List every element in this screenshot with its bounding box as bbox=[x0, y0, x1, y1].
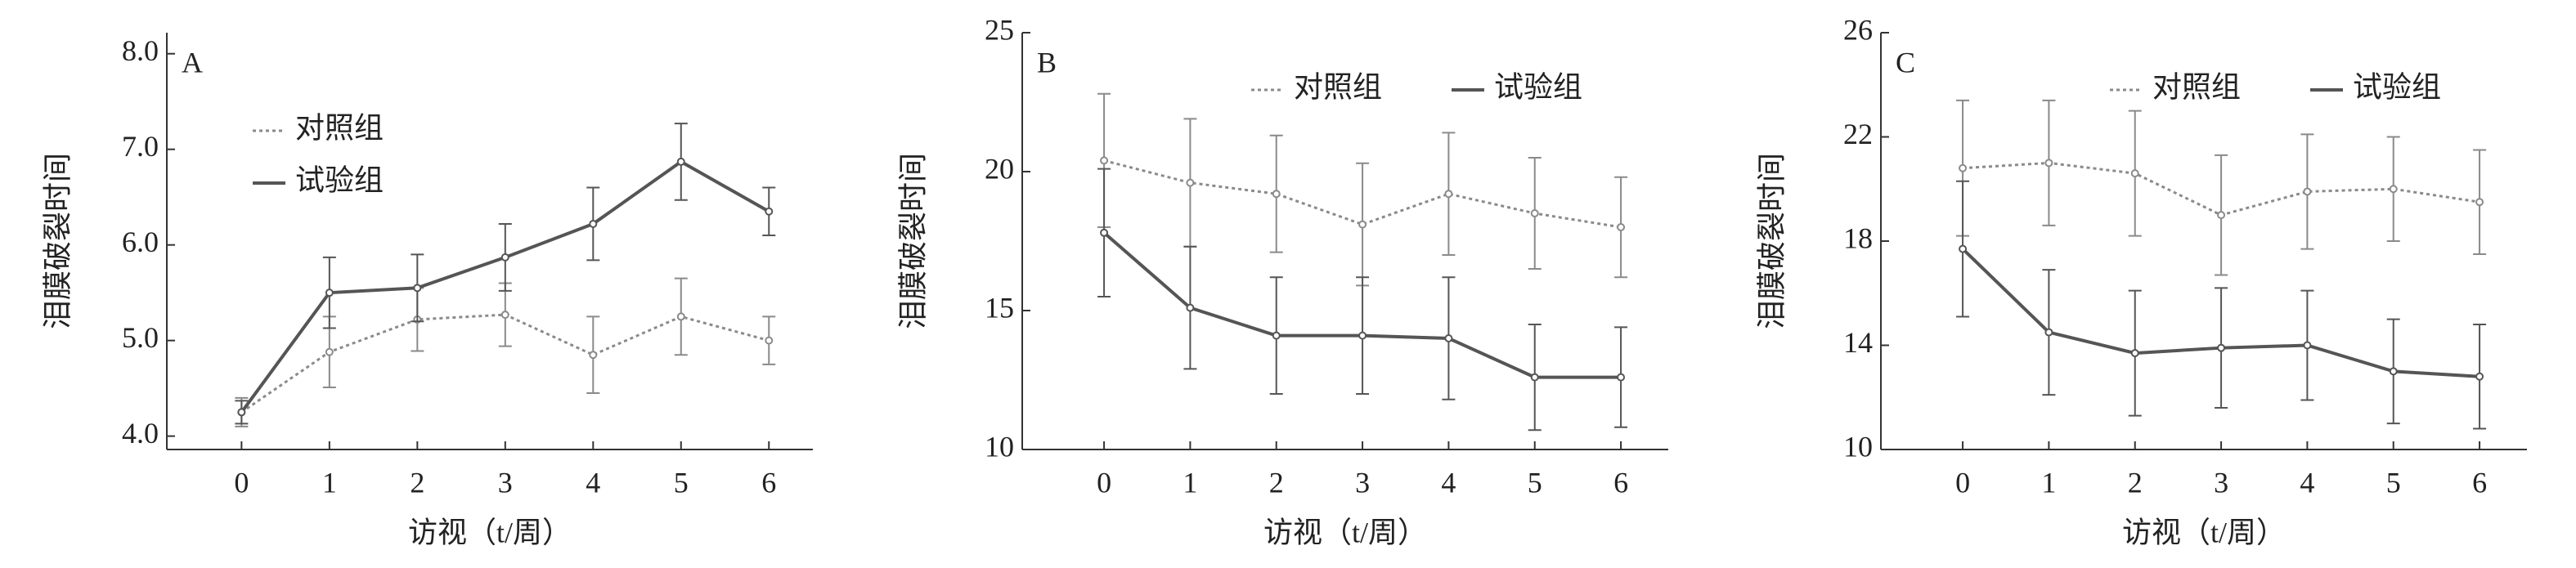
y-tick-label: 10 bbox=[1843, 430, 1873, 463]
panel-label: B bbox=[1037, 46, 1057, 78]
x-tick-label: 3 bbox=[2214, 466, 2228, 499]
point bbox=[2044, 159, 2053, 168]
y-axis-label: 泪膜破裂时间 bbox=[896, 153, 929, 329]
point bbox=[1272, 190, 1281, 199]
point bbox=[765, 207, 774, 216]
point bbox=[1186, 178, 1195, 187]
point bbox=[2130, 169, 2139, 178]
x-tick-label: 2 bbox=[2128, 466, 2143, 499]
point bbox=[2044, 328, 2053, 337]
x-tick-label: 4 bbox=[1441, 466, 1456, 499]
point bbox=[676, 312, 685, 321]
point bbox=[1444, 190, 1453, 199]
x-tick-label: 2 bbox=[1269, 466, 1284, 499]
y-tick-label: 5.0 bbox=[122, 321, 159, 354]
point bbox=[1272, 331, 1281, 340]
x-tick-label: 0 bbox=[1955, 466, 1970, 499]
point bbox=[2217, 211, 2226, 220]
y-tick-label: 7.0 bbox=[122, 130, 159, 163]
x-tick-label: 5 bbox=[2386, 466, 2401, 499]
x-tick-label: 6 bbox=[761, 466, 776, 499]
point bbox=[1186, 303, 1195, 312]
point bbox=[1530, 209, 1539, 217]
point bbox=[1358, 331, 1367, 340]
point bbox=[1959, 163, 1968, 172]
y-tick-label: 15 bbox=[985, 291, 1014, 324]
point bbox=[2389, 185, 2398, 194]
y-tick-label: 26 bbox=[1843, 13, 1873, 46]
x-tick-label: 3 bbox=[498, 466, 513, 499]
point bbox=[765, 336, 774, 345]
point bbox=[1959, 244, 1968, 253]
point bbox=[2217, 343, 2226, 352]
point bbox=[237, 408, 246, 417]
x-axis-label: 访视（t/周） bbox=[408, 516, 572, 548]
panel-label: C bbox=[1896, 46, 1915, 78]
legend-label: 对照组 bbox=[295, 111, 384, 144]
point bbox=[676, 157, 685, 166]
x-tick-label: 4 bbox=[586, 466, 600, 499]
x-axis-label: 访视（t/周） bbox=[1263, 516, 1427, 548]
y-axis-label: 泪膜破裂时间 bbox=[1755, 153, 1788, 329]
x-tick-label: 1 bbox=[1183, 466, 1197, 499]
x-axis-label: 访视（t/周） bbox=[2122, 516, 2286, 548]
x-tick-label: 3 bbox=[1355, 466, 1370, 499]
legend-label: 试验组 bbox=[295, 163, 384, 196]
y-tick-label: 18 bbox=[1843, 221, 1873, 254]
point bbox=[2130, 349, 2139, 358]
y-tick-label: 14 bbox=[1843, 326, 1873, 359]
point bbox=[1358, 220, 1367, 229]
point bbox=[2475, 198, 2484, 207]
x-tick-label: 2 bbox=[410, 466, 424, 499]
point bbox=[325, 347, 334, 356]
y-axis-label: 泪膜破裂时间 bbox=[41, 153, 74, 329]
point bbox=[413, 284, 422, 293]
point bbox=[589, 219, 598, 228]
point bbox=[1617, 223, 1626, 231]
point bbox=[2303, 341, 2312, 350]
x-tick-label: 1 bbox=[322, 466, 337, 499]
x-tick-label: 5 bbox=[674, 466, 689, 499]
y-tick-label: 20 bbox=[985, 152, 1014, 185]
legend-label: 对照组 bbox=[1294, 70, 1382, 103]
point bbox=[1444, 334, 1453, 342]
point bbox=[1100, 156, 1109, 165]
point bbox=[589, 351, 598, 360]
legend-label: 试验组 bbox=[1494, 70, 1582, 103]
point bbox=[1530, 373, 1539, 382]
y-tick-label: 4.0 bbox=[122, 417, 159, 449]
point bbox=[500, 311, 509, 320]
legend-label: 对照组 bbox=[2152, 70, 2241, 103]
x-tick-label: 0 bbox=[234, 466, 249, 499]
y-tick-label: 22 bbox=[1843, 118, 1873, 150]
point bbox=[500, 253, 509, 262]
y-tick-label: 8.0 bbox=[122, 34, 159, 67]
point bbox=[2303, 187, 2312, 196]
y-tick-label: 6.0 bbox=[122, 226, 159, 258]
x-tick-label: 6 bbox=[2472, 466, 2487, 499]
y-tick-label: 25 bbox=[985, 13, 1014, 46]
point bbox=[1100, 228, 1109, 237]
x-tick-label: 4 bbox=[2300, 466, 2314, 499]
y-tick-label: 10 bbox=[985, 430, 1014, 463]
x-tick-label: 5 bbox=[1528, 466, 1542, 499]
legend-label: 试验组 bbox=[2353, 70, 2441, 103]
point bbox=[1617, 373, 1626, 382]
x-tick-label: 6 bbox=[1613, 466, 1628, 499]
point bbox=[2475, 372, 2484, 381]
x-tick-label: 1 bbox=[2041, 466, 2056, 499]
point bbox=[325, 288, 334, 297]
point bbox=[2389, 367, 2398, 376]
panel-label: A bbox=[182, 46, 203, 78]
x-tick-label: 0 bbox=[1097, 466, 1111, 499]
